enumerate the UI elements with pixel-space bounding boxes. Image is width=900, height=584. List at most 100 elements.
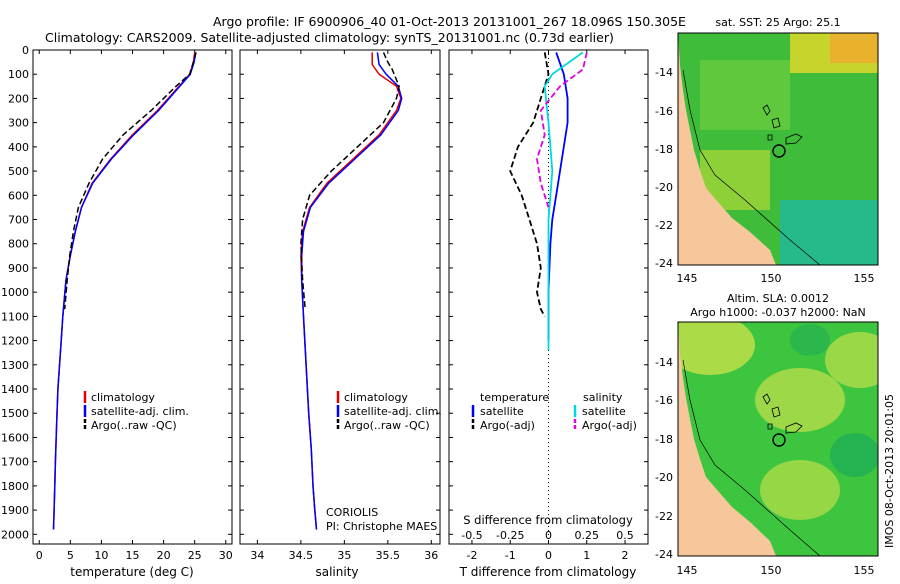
difference-xaxis: -2 -0.5 -1 -0.25 0 0 1 0.25 2 0.5 xyxy=(461,50,634,562)
y-tick-label: 200 xyxy=(8,92,29,105)
y-tick-label: 1500 xyxy=(1,407,29,420)
tick-label: -20 xyxy=(655,471,673,484)
temperature-lines xyxy=(52,52,197,530)
x-tick-label: 0 xyxy=(545,549,552,562)
x-tick-label: 36 xyxy=(424,549,438,562)
temperature-legend: climatology satellite-adj. clim. Argo(..… xyxy=(83,391,189,432)
y-tick-label: 1100 xyxy=(1,310,29,323)
legend-s-argo: Argo(-adj) xyxy=(582,419,637,432)
legend-salinity-heading: salinity xyxy=(583,391,623,404)
sla-map-subtitle: Argo h1000: -0.037 h2000: NaN xyxy=(690,306,866,319)
y-tick-label: 1700 xyxy=(1,456,29,469)
y-tick-label: 1000 xyxy=(1,286,29,299)
sla-map-xticks: 145 150 155 xyxy=(677,564,875,577)
tick-label: -18 xyxy=(655,143,673,156)
series-line-2-2 xyxy=(543,51,584,351)
tick-label: -22 xyxy=(655,219,673,232)
salinity-lines xyxy=(300,52,403,530)
x-tick-label: 34 xyxy=(250,549,264,562)
tick-label: -14 xyxy=(655,66,673,79)
salinity-panel: 34 34.5 35 35.5 36 salinity climatology sate… xyxy=(239,49,442,579)
y-tick-label: 800 xyxy=(8,238,29,251)
tick-label: 150 xyxy=(761,564,782,577)
sla-map: Altim. SLA: 0.0012 Argo h1000: -0.037 h2… xyxy=(655,292,879,577)
legend-climatology: climatology xyxy=(91,391,155,404)
y-tick-label: 2000 xyxy=(1,528,29,541)
x-tick-label: 10 xyxy=(94,549,108,562)
salinity-xlabel: salinity xyxy=(315,565,358,579)
series-line-1-2 xyxy=(300,52,400,310)
x-tick-label: 25 xyxy=(188,549,202,562)
legend-t-argo: Argo(-adj) xyxy=(480,419,535,432)
tick-label: -14 xyxy=(655,356,673,369)
legend-s-satellite: satellite xyxy=(582,405,626,418)
y-tick-label: 300 xyxy=(8,117,29,130)
x2-tick-label: -0.25 xyxy=(496,529,524,542)
x-tick-label: 2 xyxy=(622,549,629,562)
x2-tick-label: -0.5 xyxy=(461,529,482,542)
tick-label: 145 xyxy=(677,564,698,577)
tick-label: -24 xyxy=(655,257,673,270)
y-tick-label: 0 xyxy=(22,44,29,57)
x-tick-label: 35.5 xyxy=(376,549,401,562)
series-line-0-1 xyxy=(52,52,197,530)
series-line-2-3 xyxy=(536,52,588,208)
difference-legend: temperature satellite Argo(-adj) salinit… xyxy=(471,391,637,432)
y-tick-label: 700 xyxy=(8,214,29,227)
x-tick-label: 5 xyxy=(67,549,74,562)
legend-temperature-heading: temperature xyxy=(480,391,549,404)
x-tick-label: 34.5 xyxy=(289,549,314,562)
header-line2: Climatology: CARS2009. Satellite-adjuste… xyxy=(45,30,614,45)
sst-map-title: sat. SST: 25 Argo: 25.1 xyxy=(715,16,840,29)
series-line-2-0 xyxy=(547,52,569,341)
x-tick-label: -2 xyxy=(466,549,477,562)
sst-map-xticks: 145 150 155 xyxy=(677,272,875,285)
difference-lines xyxy=(509,51,588,351)
series-line-2-1 xyxy=(509,52,550,317)
coriolis-note: CORIOLIS xyxy=(326,506,378,519)
y-tick-label: 1800 xyxy=(1,480,29,493)
temperature-xaxis: 0 5 10 15 20 25 30 xyxy=(36,50,233,562)
salinity-xaxis: 34 34.5 35 35.5 36 xyxy=(250,50,438,562)
legend-argo: Argo(..raw -QC) xyxy=(91,419,177,432)
x-tick-label: 30 xyxy=(219,549,233,562)
x-tick-label: 20 xyxy=(157,549,171,562)
tick-label: -20 xyxy=(655,181,673,194)
tick-label: 145 xyxy=(677,272,698,285)
salinity-yaxis xyxy=(240,49,440,535)
tick-label: -18 xyxy=(655,433,673,446)
y-tick-label: 900 xyxy=(8,262,29,275)
series-line-0-2 xyxy=(63,52,197,310)
y-tick-label: 1900 xyxy=(1,504,29,517)
difference-t-xlabel: T difference from climatology xyxy=(459,565,637,579)
legend-satellite: satellite-adj. clim. xyxy=(91,405,189,418)
x2-tick-label: 0 xyxy=(545,529,552,542)
temperature-xlabel: temperature (deg C) xyxy=(70,565,193,579)
tick-label: 150 xyxy=(761,272,782,285)
temperature-yaxis: 0 100 200 300 400 500 600 700 800 900 1000 1100 1200… xyxy=(1,44,232,541)
legend-climatology: climatology xyxy=(344,391,408,404)
tick-label: -16 xyxy=(655,394,673,407)
sla-map-title: Altim. SLA: 0.0012 xyxy=(727,292,829,305)
tick-label: 155 xyxy=(854,272,875,285)
temperature-panel: 0 5 10 15 20 25 30 0 100 200 300 400 500 600 700 800 90… xyxy=(1,44,233,579)
credit-text: IMOS 08-Oct-2013 20:01:05 xyxy=(883,394,896,548)
tick-label: -16 xyxy=(655,105,673,118)
sst-map-yticks: -14 -16 -18 -20 -22 -24 xyxy=(655,66,673,270)
x-tick-label: 35 xyxy=(337,549,351,562)
header-line1: Argo profile: IF 6900906_40 01-Oct-2013 … xyxy=(213,14,686,29)
y-tick-label: 600 xyxy=(8,189,29,202)
x-tick-label: -1 xyxy=(505,549,516,562)
x2-tick-label: 0.5 xyxy=(616,529,634,542)
sla-map-yticks: -14 -16 -18 -20 -22 -24 xyxy=(655,356,673,561)
y-tick-label: 100 xyxy=(8,68,29,81)
y-tick-label: 1400 xyxy=(1,383,29,396)
legend-satellite: satellite-adj. clim. xyxy=(344,405,442,418)
y-tick-label: 1200 xyxy=(1,335,29,348)
y-tick-label: 1300 xyxy=(1,359,29,372)
legend-t-satellite: satellite xyxy=(480,405,524,418)
x-tick-label: 1 xyxy=(583,549,590,562)
legend-argo: Argo(..raw -QC) xyxy=(344,419,430,432)
x-tick-label: 0 xyxy=(36,549,43,562)
